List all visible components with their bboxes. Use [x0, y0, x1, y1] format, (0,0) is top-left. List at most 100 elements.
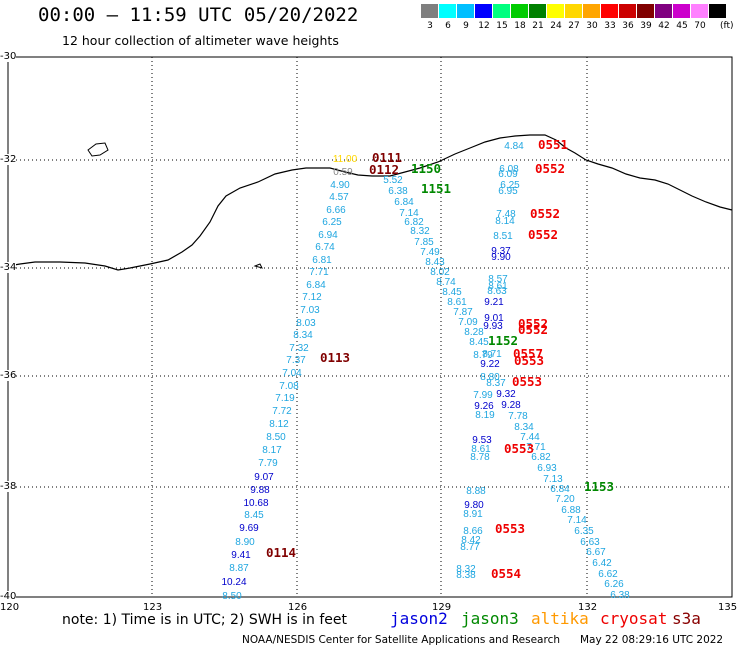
wave-height-label: 8.28: [464, 327, 484, 338]
map-frame: [7, 56, 733, 598]
satellite-legend-item: jason3: [461, 609, 519, 628]
satellite-legend-item: jason2: [390, 609, 448, 628]
wave-height-label: 9.88: [250, 485, 270, 496]
latitude-label: -34: [0, 262, 17, 273]
scale-label: 45: [676, 21, 688, 31]
wave-height-label: 7.20: [555, 494, 575, 505]
wave-height-label: 6.26: [604, 579, 624, 590]
wave-height-label: 8.79: [473, 350, 493, 361]
wave-height-label: 7.87: [453, 307, 473, 318]
wave-height-label: 9.37: [491, 246, 511, 257]
pass-time-label: 1151: [421, 181, 451, 196]
wave-height-label: 8.87: [229, 563, 249, 574]
scale-label: 70: [694, 21, 706, 31]
wave-height-label: 8.38: [456, 570, 476, 581]
wave-height-label: 6.93: [537, 463, 557, 474]
scale-bin: 9: [457, 4, 475, 31]
wave-height-label: 8.61: [447, 297, 467, 308]
wave-height-label: 9.01: [484, 313, 504, 324]
wave-height-label: 8.03: [296, 318, 316, 329]
latitude-label: -36: [0, 370, 17, 381]
pass-time-label: 0113: [320, 350, 350, 365]
scale-swatch: [529, 4, 547, 18]
scale-bin: 36: [619, 4, 637, 31]
pass-time-label: 0553: [512, 374, 542, 389]
scale-swatch: [709, 4, 727, 18]
scale-label: 33: [604, 21, 616, 31]
wave-height-label: 9.41: [231, 550, 251, 561]
scale-label: 27: [568, 21, 580, 31]
wave-height-label: 6.84: [550, 484, 570, 495]
wave-height-label: 8.32: [410, 226, 430, 237]
longitude-label: 135: [718, 602, 738, 613]
wave-height-label: 7.13: [543, 474, 563, 485]
wave-height-label: 8.37: [486, 378, 506, 389]
wave-height-label: 8.45: [469, 337, 489, 348]
wave-height-label: 8.88: [466, 486, 486, 497]
pass-time-label: 0557: [513, 346, 543, 361]
scale-swatch: [655, 4, 673, 18]
wave-height-label: 7.32: [289, 343, 309, 354]
scale-label: 6: [445, 21, 451, 31]
wave-height-label: 0.59: [333, 167, 353, 178]
wave-height-label: 6.82: [531, 452, 551, 463]
wave-height-label: 8.32: [456, 564, 476, 575]
scale-bin: 18: [511, 4, 529, 31]
wave-height-label: 7.85: [414, 237, 434, 248]
wave-height-label: 7.14: [399, 208, 419, 219]
map-subtitle: 12 hour collection of altimeter wave hei…: [62, 33, 339, 48]
wave-height-label: 8.45: [442, 287, 462, 298]
scale-swatch: [493, 4, 511, 18]
wave-height-label: 6.84: [394, 197, 414, 208]
scale-bin: 21: [529, 4, 547, 31]
wave-height-label: 6.38: [610, 590, 630, 601]
scale-label: 15: [496, 21, 508, 31]
wave-height-label: 10.68: [243, 498, 268, 509]
wave-height-label: 8.02: [430, 267, 450, 278]
satellite-legend-item: altika: [531, 609, 589, 628]
wave-height-label: 9.69: [239, 523, 259, 534]
longitude-label: 126: [288, 602, 308, 613]
wave-height-label: 7.79: [258, 458, 278, 469]
pass-time-label: 0552: [518, 322, 548, 337]
scale-bin: 39: [637, 4, 655, 31]
wave-height-label: 7.14: [567, 515, 587, 526]
wave-height-label: 8.74: [436, 277, 456, 288]
scale-swatch: [691, 4, 709, 18]
wave-height-label: 7.99: [473, 390, 493, 401]
wave-height-label: 7.12: [302, 292, 322, 303]
wave-height-label: 8.71: [482, 349, 502, 360]
wave-height-label: 6.09: [498, 169, 518, 180]
wave-height-label: 7.09: [458, 317, 478, 328]
wave-height-label: 8.14: [495, 216, 515, 227]
wave-height-label: 8.63: [487, 286, 507, 297]
pass-time-label: 0552: [535, 161, 565, 176]
satellite-legend-item: s3a: [672, 609, 701, 628]
scale-label: 18: [514, 21, 526, 31]
wave-height-label: 6.35: [574, 526, 594, 537]
wave-height-label: 9.28: [501, 400, 521, 411]
pass-time-label: 0553: [495, 521, 525, 536]
wave-height-label: 6.84: [306, 280, 326, 291]
wave-height-label: 9.26: [474, 401, 494, 412]
map-title: 00:00 – 11:59 UTC 05/20/2022: [38, 4, 359, 26]
scale-swatch: [565, 4, 583, 18]
scale-label: 9: [463, 21, 469, 31]
wave-height-label: 8.50: [266, 432, 286, 443]
scale-bin: 27: [565, 4, 583, 31]
scale-label: 30: [586, 21, 598, 31]
scale-bin: 42: [655, 4, 673, 31]
wave-height-label: 8.78: [470, 452, 490, 463]
wave-height-label: 4.90: [330, 180, 350, 191]
scale-bin: 12: [475, 4, 493, 31]
latitude-label: -32: [0, 154, 17, 165]
wave-height-label: 9.53: [472, 435, 492, 446]
pass-time-label: 0114: [266, 545, 296, 560]
pass-time-label: 1153: [584, 479, 614, 494]
wave-height-label: 7.19: [275, 393, 295, 404]
wave-height-label: 6.42: [592, 558, 612, 569]
wave-height-label: 6.63: [580, 537, 600, 548]
latitude-label: -38: [0, 481, 17, 492]
wave-height-label: 8.91: [463, 509, 483, 520]
timestamp: May 22 08:29:16 UTC 2022: [580, 634, 724, 646]
